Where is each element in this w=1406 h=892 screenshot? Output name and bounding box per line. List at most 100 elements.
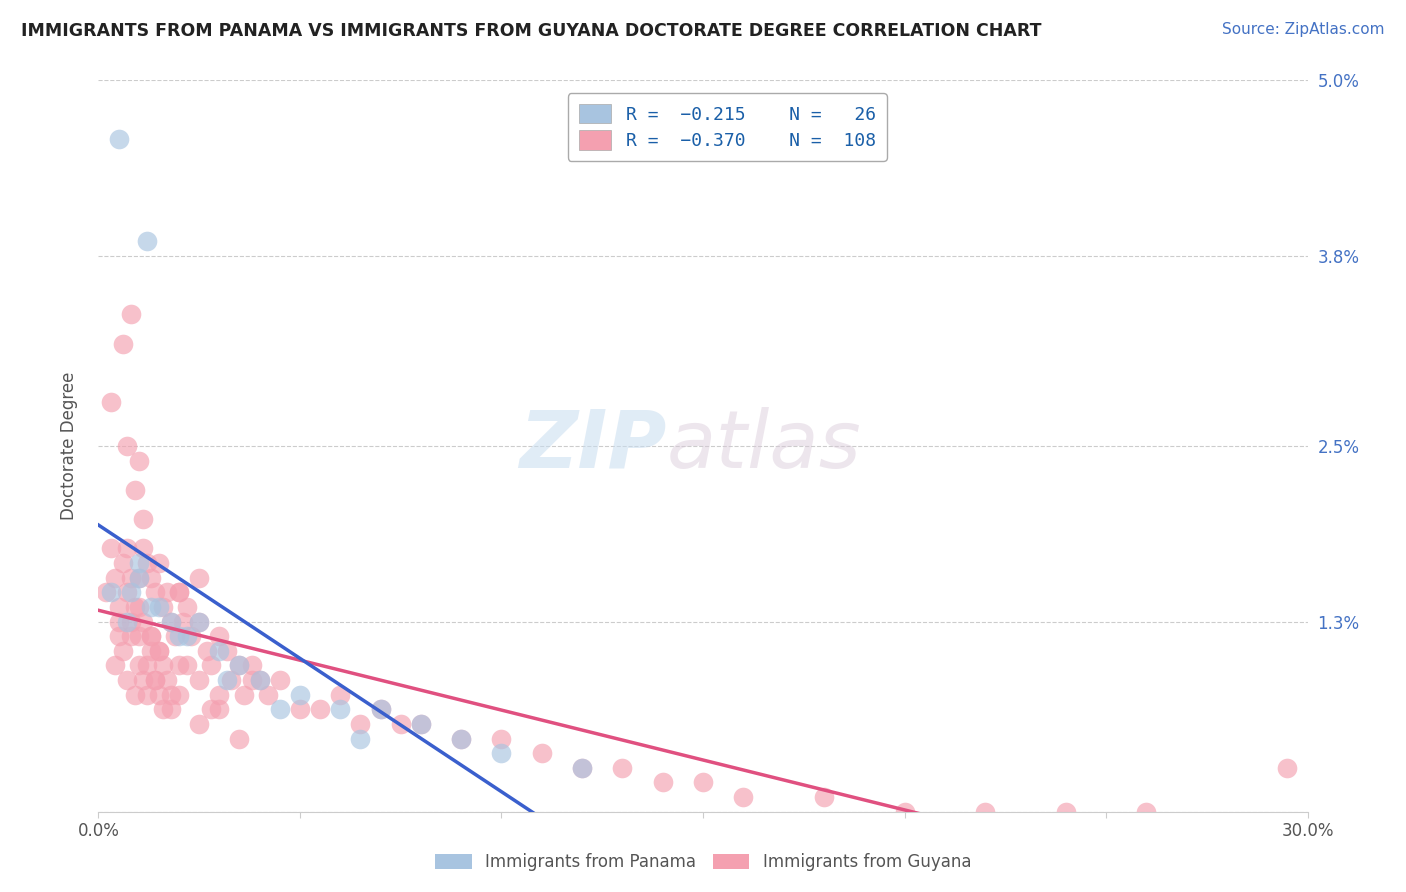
Point	[148, 644, 170, 658]
Point	[200, 702, 222, 716]
Point	[232, 688, 254, 702]
Point	[167, 688, 190, 702]
Point	[132, 541, 155, 556]
Point	[176, 658, 198, 673]
Point	[148, 644, 170, 658]
Point	[156, 673, 179, 687]
Point	[163, 629, 186, 643]
Point	[120, 629, 142, 643]
Point	[128, 556, 150, 570]
Point	[288, 688, 311, 702]
Point	[269, 673, 291, 687]
Point	[107, 615, 129, 629]
Point	[208, 702, 231, 716]
Point	[180, 629, 202, 643]
Point	[249, 673, 271, 687]
Point	[100, 585, 122, 599]
Point	[107, 629, 129, 643]
Point	[100, 541, 122, 556]
Point	[96, 585, 118, 599]
Point	[120, 571, 142, 585]
Point	[612, 761, 634, 775]
Point	[176, 629, 198, 643]
Point	[124, 599, 146, 614]
Point	[571, 761, 593, 775]
Point	[733, 790, 755, 805]
Point	[120, 615, 142, 629]
Point	[128, 571, 150, 585]
Point	[370, 702, 392, 716]
Point	[450, 731, 472, 746]
Point	[135, 688, 157, 702]
Point	[409, 717, 432, 731]
Point	[139, 629, 162, 643]
Point	[329, 702, 352, 716]
Point	[256, 688, 278, 702]
Point	[409, 717, 432, 731]
Point	[228, 658, 250, 673]
Point	[813, 790, 835, 805]
Text: Source: ZipAtlas.com: Source: ZipAtlas.com	[1222, 22, 1385, 37]
Point	[530, 746, 553, 760]
Point	[143, 585, 166, 599]
Point	[160, 702, 183, 716]
Point	[893, 805, 915, 819]
Point	[288, 702, 311, 716]
Point	[107, 132, 129, 146]
Text: atlas: atlas	[666, 407, 862, 485]
Point	[249, 673, 271, 687]
Point	[160, 688, 183, 702]
Y-axis label: Doctorate Degree: Doctorate Degree	[59, 372, 77, 520]
Point	[111, 644, 134, 658]
Point	[120, 585, 142, 599]
Point	[115, 673, 138, 687]
Point	[329, 688, 352, 702]
Point	[491, 731, 513, 746]
Point	[208, 629, 231, 643]
Point	[571, 761, 593, 775]
Point	[132, 512, 155, 526]
Point	[152, 702, 174, 716]
Point	[152, 599, 174, 614]
Point	[115, 585, 138, 599]
Point	[167, 658, 190, 673]
Point	[115, 615, 138, 629]
Point	[132, 673, 155, 687]
Point	[167, 585, 190, 599]
Point	[228, 731, 250, 746]
Point	[208, 688, 231, 702]
Text: ZIP: ZIP	[519, 407, 666, 485]
Point	[195, 644, 218, 658]
Point	[651, 775, 673, 789]
Point	[491, 746, 513, 760]
Point	[139, 571, 162, 585]
Point	[167, 629, 190, 643]
Text: IMMIGRANTS FROM PANAMA VS IMMIGRANTS FROM GUYANA DOCTORATE DEGREE CORRELATION CH: IMMIGRANTS FROM PANAMA VS IMMIGRANTS FRO…	[21, 22, 1042, 40]
Point	[107, 599, 129, 614]
Point	[221, 673, 243, 687]
Point	[135, 556, 157, 570]
Point	[143, 673, 166, 687]
Point	[128, 599, 150, 614]
Point	[240, 673, 263, 687]
Legend: Immigrants from Panama, Immigrants from Guyana: Immigrants from Panama, Immigrants from …	[426, 845, 980, 880]
Point	[128, 658, 150, 673]
Point	[240, 658, 263, 673]
Point	[1135, 805, 1157, 819]
Point	[124, 483, 146, 497]
Point	[103, 658, 125, 673]
Point	[974, 805, 997, 819]
Point	[188, 717, 211, 731]
Point	[135, 658, 157, 673]
Point	[111, 336, 134, 351]
Point	[139, 644, 162, 658]
Point	[120, 307, 142, 321]
Point	[692, 775, 714, 789]
Point	[115, 541, 138, 556]
Point	[349, 717, 371, 731]
Point	[139, 599, 162, 614]
Point	[132, 615, 155, 629]
Point	[176, 599, 198, 614]
Point	[188, 571, 211, 585]
Point	[188, 615, 211, 629]
